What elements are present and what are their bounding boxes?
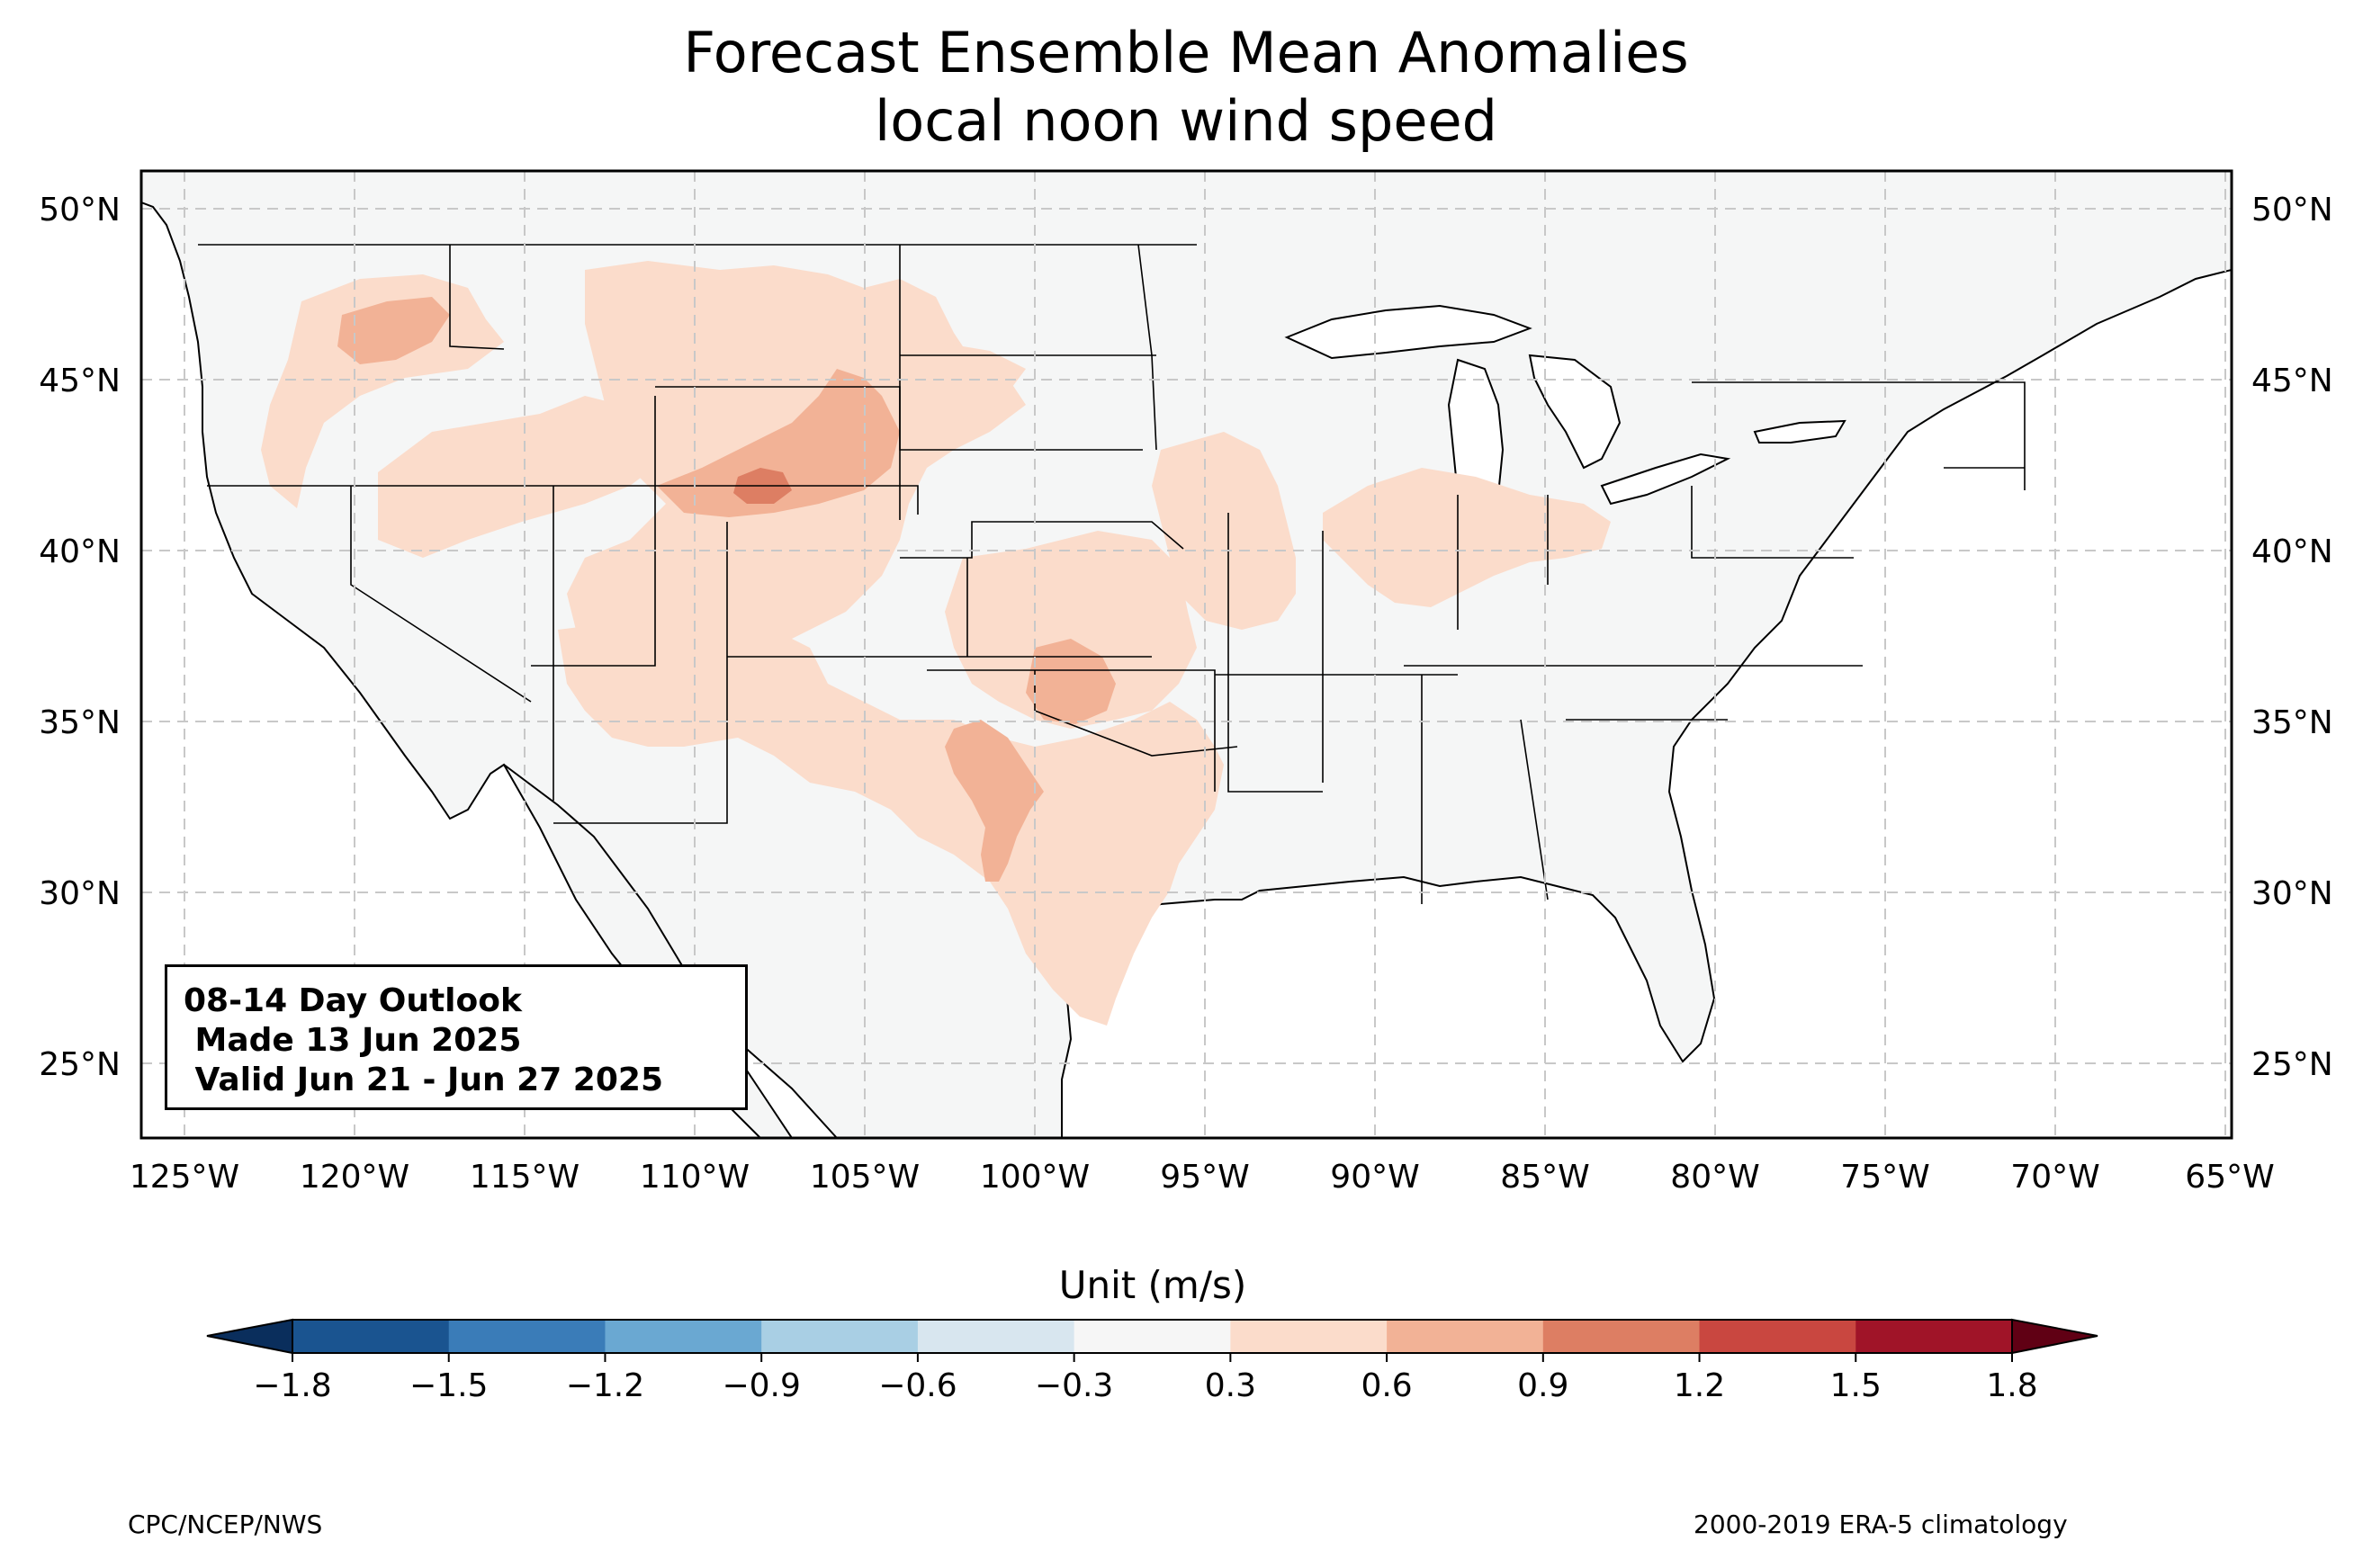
- colorbar-outline: [292, 1319, 2013, 1354]
- colorbar-tick-label: 1.5: [1830, 1367, 1882, 1404]
- colorbar-segment: [1387, 1320, 1544, 1353]
- colorbar-tick-label: 1.2: [1674, 1367, 1725, 1404]
- colorbar-tick-label: −0.6: [878, 1367, 957, 1404]
- lat-tick-label: 45°N: [39, 363, 121, 399]
- lat-tick-label: 35°N: [39, 704, 121, 741]
- chart-subtitle: local noon wind speed: [875, 88, 1497, 154]
- colorbar-segment: [761, 1320, 919, 1353]
- colorbar-tick-label: −0.3: [1035, 1367, 1113, 1404]
- colorbar-segment: [1074, 1320, 1231, 1353]
- lat-tick-label: 30°N: [2251, 875, 2333, 912]
- lon-tick-label: 100°W: [980, 1159, 1090, 1196]
- colorbar-tick-label: 0.6: [1361, 1367, 1412, 1404]
- lon-tick-label: 80°W: [1670, 1159, 1759, 1196]
- colorbar-tick-label: 0.3: [1205, 1367, 1256, 1404]
- lake-superior: [1284, 304, 1532, 360]
- lon-tick-labels: 125°W 120°W 115°W 110°W 105°W 100°W 95°W…: [130, 1159, 2275, 1196]
- colorbar-title: Unit (m/s): [1058, 1263, 1247, 1307]
- lat-tick-label: 50°N: [2251, 192, 2333, 228]
- lon-tick-label: 90°W: [1330, 1159, 1419, 1196]
- colorbar: −1.8 −1.5 −1.2 −0.9 −0.6 −0.3 0.3 0.6 0.9 1.2 1.5 1…: [206, 1318, 2098, 1404]
- lon-tick-label: 70°W: [2010, 1159, 2099, 1196]
- outlook-valid-range: Valid Jun 21 - Jun 27 2025: [184, 1062, 664, 1098]
- anomaly-shading-0-6: [337, 297, 1116, 882]
- map-frame: [139, 169, 2233, 1140]
- lat-tick-label: 35°N: [2251, 704, 2333, 741]
- colorbar-segment: [917, 1320, 1075, 1353]
- footer-climatology: 2000-2019 ERA-5 climatology: [1694, 1510, 2068, 1539]
- state-borders: [198, 244, 2026, 904]
- colorbar-tick-label: −0.9: [722, 1367, 800, 1404]
- lat-tick-label: 40°N: [2251, 533, 2333, 570]
- colorbar-segments: [292, 1320, 2013, 1353]
- footer-source: CPC/NCEP/NWS: [128, 1510, 323, 1539]
- colorbar-segment: [1855, 1320, 2013, 1353]
- lat-tick-label: 25°N: [39, 1046, 121, 1083]
- colorbar-segment: [448, 1320, 606, 1353]
- lake-huron: [1528, 354, 1622, 470]
- chart-title: Forecast Ensemble Mean Anomalies: [683, 20, 1689, 85]
- lat-tick-label: 25°N: [2251, 1046, 2333, 1083]
- lon-tick-label: 115°W: [470, 1159, 580, 1196]
- colorbar-tick-label: −1.2: [566, 1367, 644, 1404]
- lon-tick-label: 85°W: [1500, 1159, 1589, 1196]
- lat-tick-labels-right: 50°N 45°N 40°N 35°N 30°N 25°N: [2251, 192, 2333, 1083]
- colorbar-segment: [1699, 1320, 1856, 1353]
- lon-tick-label: 65°W: [2185, 1159, 2274, 1196]
- lake-erie: [1600, 452, 1731, 506]
- lon-tick-label: 120°W: [300, 1159, 409, 1196]
- lat-tick-label: 40°N: [39, 533, 121, 570]
- lon-tick-label: 105°W: [810, 1159, 920, 1196]
- lat-tick-label: 45°N: [2251, 363, 2333, 399]
- colorbar-tick-label: 1.8: [1986, 1367, 2037, 1404]
- outlook-made-date: Made 13 Jun 2025: [184, 1022, 522, 1059]
- colorbar-segment: [605, 1320, 762, 1353]
- lake-ontario: [1753, 419, 1846, 444]
- outlook-period: 08-14 Day Outlook: [184, 982, 522, 1019]
- colorbar-segment: [292, 1320, 450, 1353]
- lon-tick-label: 125°W: [130, 1159, 239, 1196]
- colorbar-over-arrow: [2011, 1318, 2098, 1355]
- outlook-info-box: 08-14 Day Outlook Made 13 Jun 2025 Valid…: [165, 964, 748, 1110]
- lon-tick-label: 95°W: [1160, 1159, 1249, 1196]
- colorbar-segment: [1230, 1320, 1388, 1353]
- lat-tick-label: 50°N: [39, 192, 121, 228]
- lat-tick-label: 30°N: [39, 875, 121, 912]
- lon-tick-label: 75°W: [1840, 1159, 1929, 1196]
- colorbar-tick-label: −1.5: [409, 1367, 488, 1404]
- colorbar-ticks: −1.8 −1.5 −1.2 −0.9 −0.6 −0.3 0.3 0.6 0.9 1.2 1.5 1…: [253, 1353, 2038, 1404]
- colorbar-segment: [1542, 1320, 1701, 1353]
- colorbar-tick-label: −1.8: [253, 1367, 331, 1404]
- lon-tick-label: 110°W: [640, 1159, 750, 1196]
- colorbar-under-arrow: [206, 1318, 293, 1355]
- colorbar-tick-label: 0.9: [1517, 1367, 1568, 1404]
- lat-tick-labels-left: 50°N 45°N 40°N 35°N 30°N 25°N: [39, 192, 121, 1083]
